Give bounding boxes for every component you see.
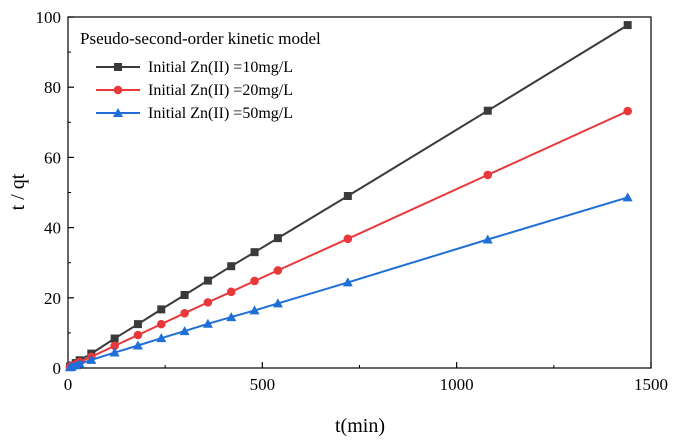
data-point bbox=[226, 312, 237, 322]
series-layer bbox=[64, 21, 633, 372]
y-tick-label: 80 bbox=[44, 78, 61, 97]
data-point bbox=[250, 248, 259, 257]
y-axis: 0 20 40 60 80 100 bbox=[36, 8, 74, 378]
data-point bbox=[203, 276, 212, 285]
data-point bbox=[273, 234, 282, 243]
data-point bbox=[483, 106, 492, 115]
data-point bbox=[203, 298, 213, 307]
legend-label: Initial Zn(II) =50mg/L bbox=[148, 105, 293, 122]
data-point bbox=[156, 319, 166, 329]
x-tick-label: 1000 bbox=[440, 375, 474, 394]
data-point bbox=[226, 287, 236, 297]
chart-title: Pseudo-second-order kinetic model bbox=[80, 29, 321, 48]
data-point bbox=[133, 330, 143, 340]
x-tick-label: 500 bbox=[250, 375, 276, 394]
legend-marker bbox=[114, 63, 122, 71]
y-tick-label: 40 bbox=[44, 219, 61, 238]
data-point bbox=[157, 305, 166, 314]
legend-marker bbox=[113, 85, 123, 95]
data-point bbox=[110, 341, 119, 351]
y-tick-label: 100 bbox=[36, 8, 62, 27]
data-point bbox=[482, 234, 493, 244]
data-point bbox=[249, 305, 260, 315]
legend: Pseudo-second-order kinetic model Initia… bbox=[80, 29, 321, 122]
legend-item: Initial Zn(II) =10mg/L bbox=[96, 59, 293, 76]
legend-marker bbox=[113, 108, 123, 117]
data-point bbox=[343, 192, 352, 201]
data-point bbox=[156, 333, 167, 343]
data-point bbox=[110, 334, 119, 343]
y-tick-label: 20 bbox=[44, 289, 61, 308]
data-point bbox=[74, 358, 85, 368]
x-tick-label: 0 bbox=[64, 375, 73, 394]
legend-label: Initial Zn(II) =10mg/L bbox=[148, 59, 293, 76]
x-tick-label: 1500 bbox=[634, 375, 668, 394]
y-tick-label: 0 bbox=[53, 359, 62, 378]
series-3 bbox=[64, 192, 633, 372]
data-point bbox=[109, 347, 120, 357]
y-axis-title: t / qt bbox=[7, 173, 29, 210]
data-point bbox=[272, 298, 283, 308]
data-point bbox=[623, 21, 632, 30]
data-point bbox=[202, 318, 213, 328]
data-point bbox=[227, 262, 236, 271]
legend-label: Initial Zn(II) =20mg/L bbox=[148, 82, 293, 99]
data-point bbox=[180, 290, 189, 299]
data-point bbox=[250, 276, 259, 286]
legend-item: Initial Zn(II) =20mg/L bbox=[96, 82, 293, 99]
legend-item: Initial Zn(II) =50mg/L bbox=[96, 105, 293, 122]
data-point bbox=[133, 320, 142, 329]
data-point bbox=[342, 277, 353, 287]
x-axis: 0 500 1000 1500 bbox=[64, 362, 668, 394]
y-tick-label: 60 bbox=[44, 148, 61, 167]
data-point bbox=[179, 326, 190, 336]
data-point bbox=[343, 234, 353, 244]
data-point bbox=[623, 106, 632, 116]
data-point bbox=[86, 354, 97, 364]
data-point bbox=[622, 192, 633, 202]
data-point bbox=[132, 340, 143, 350]
data-point bbox=[483, 170, 493, 180]
series-2 bbox=[65, 106, 632, 372]
x-axis-title: t(min) bbox=[335, 415, 385, 437]
data-point bbox=[273, 266, 283, 275]
data-point bbox=[180, 308, 189, 318]
